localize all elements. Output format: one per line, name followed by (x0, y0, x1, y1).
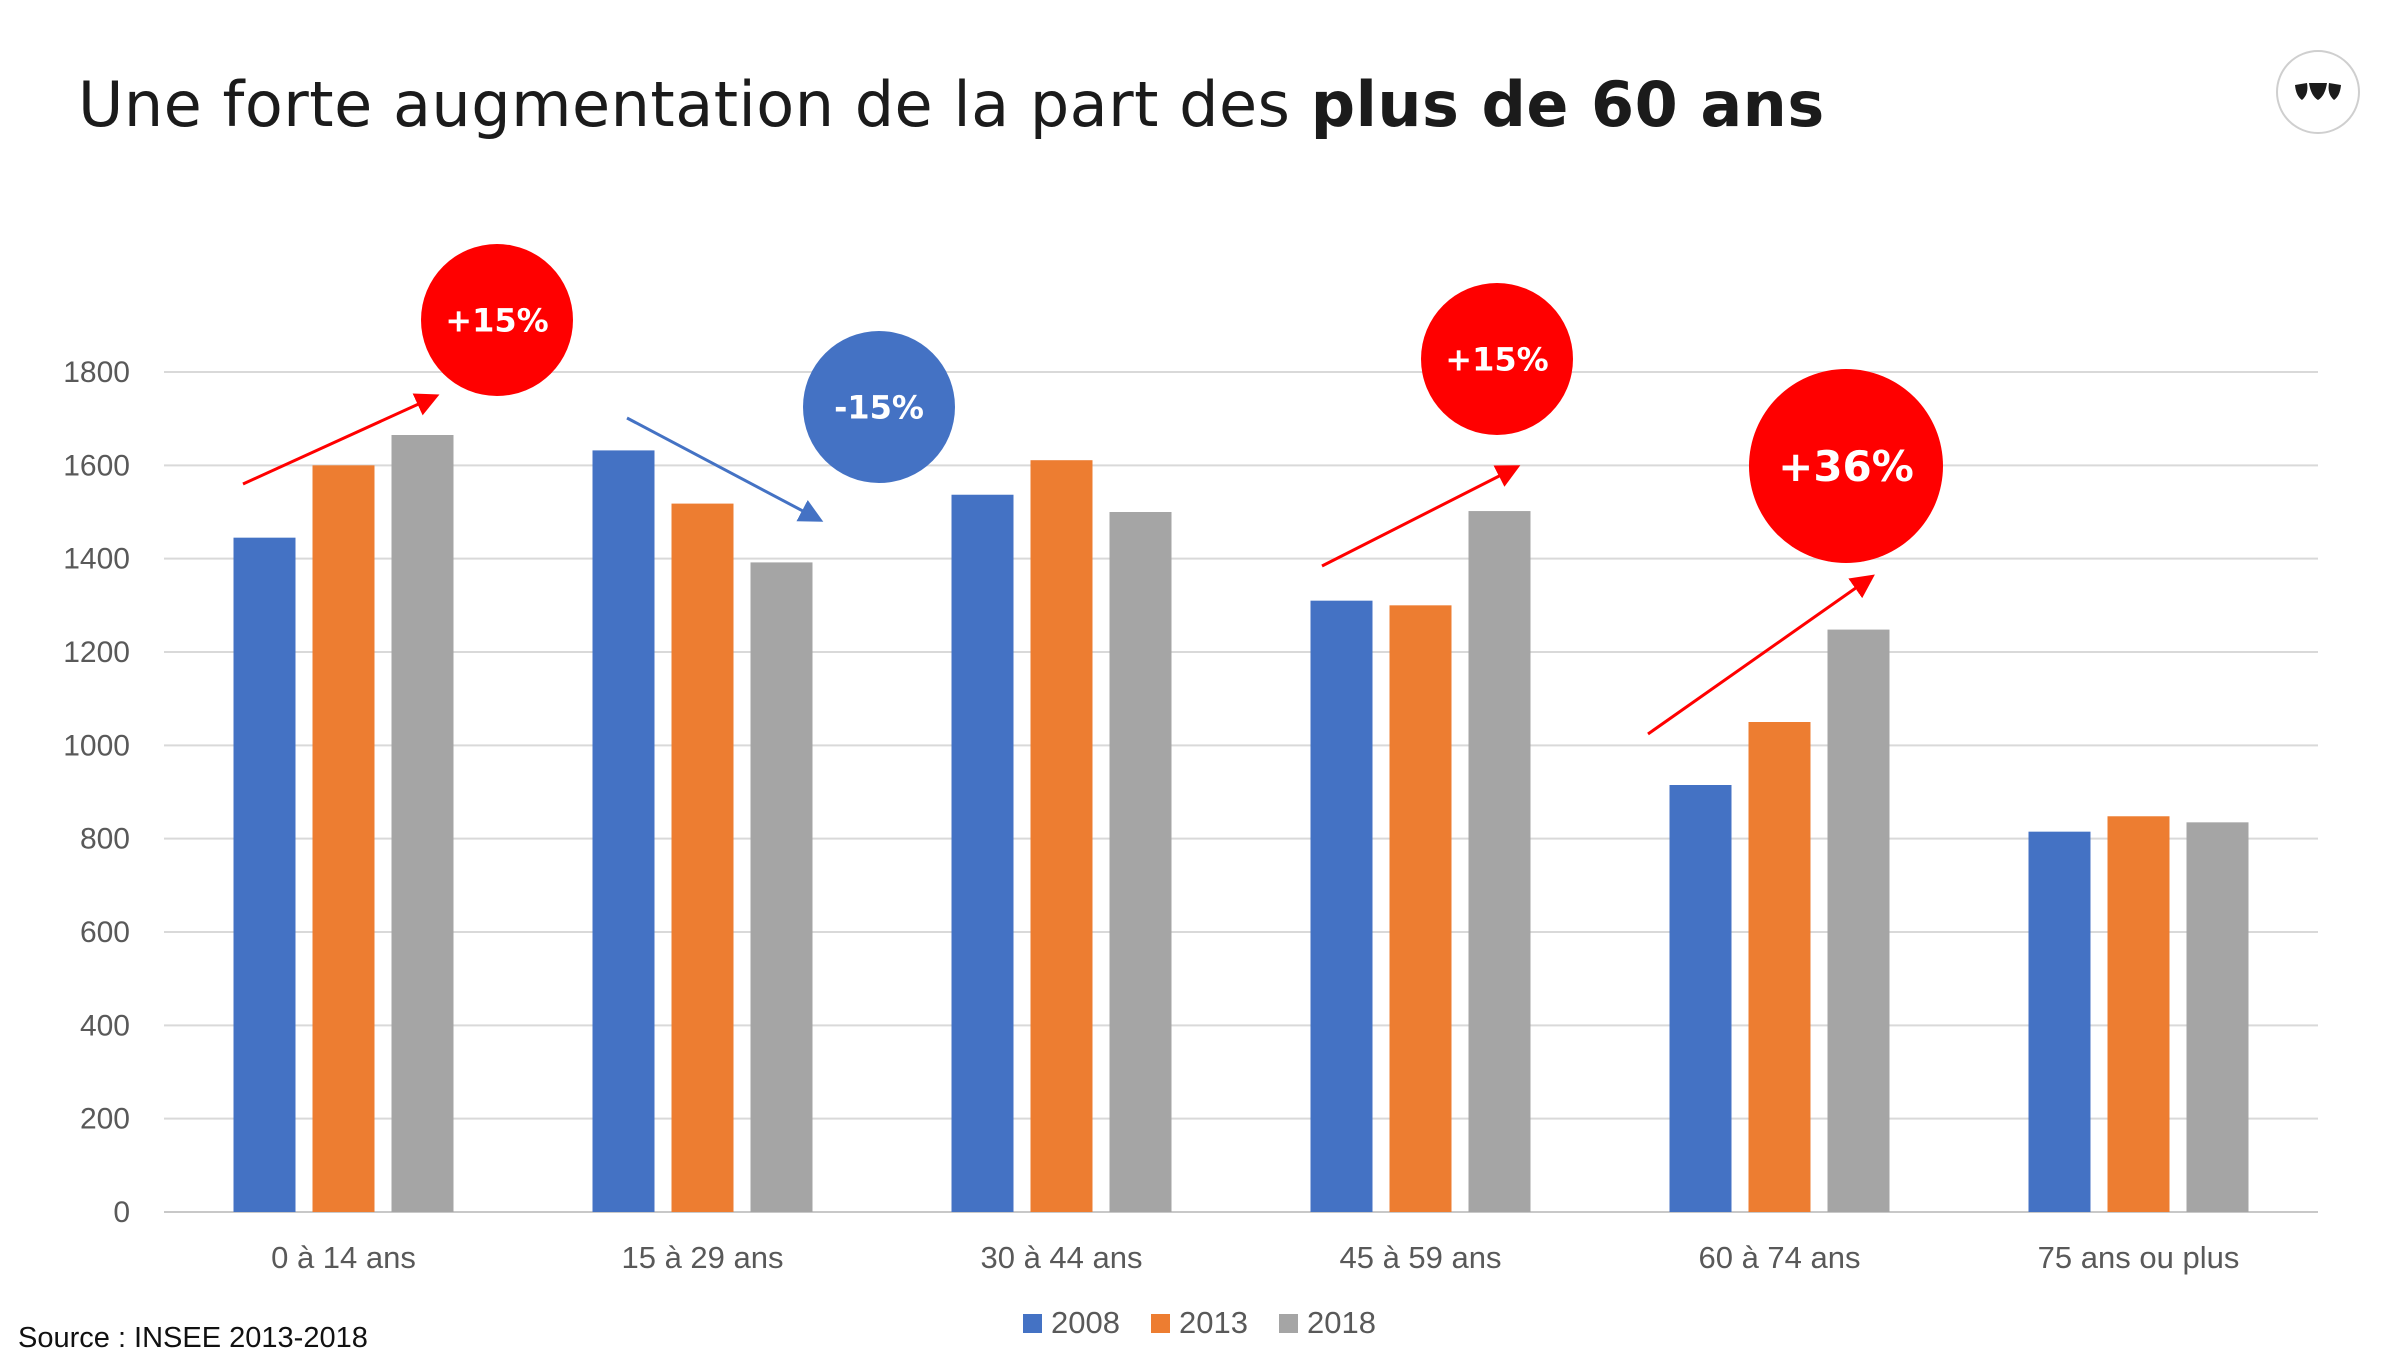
bar-2013-0 (312, 465, 375, 1212)
trend-arrow-3 (1647, 574, 1875, 736)
y-tick-label: 1800 (63, 356, 130, 389)
title-normal: Une forte augmentation de la part des (78, 68, 1311, 141)
y-tick-label: 600 (80, 916, 130, 949)
legend-label-2008: 2008 (1051, 1305, 1120, 1340)
x-tick-label: 0 à 14 ans (271, 1240, 416, 1275)
bar-2018-0 (391, 435, 454, 1212)
annotation-label-0: +15% (445, 302, 548, 340)
y-tick-label: 0 (113, 1196, 130, 1229)
bar-2018-4 (1827, 629, 1890, 1212)
y-tick-label: 400 (80, 1009, 130, 1042)
brand-logo-icon (2295, 83, 2341, 100)
annotation-bubble-1 (803, 331, 955, 483)
annotation-label-2: +15% (1445, 341, 1548, 379)
bars (233, 435, 2249, 1213)
brand-logo (2276, 50, 2360, 134)
bar-2013-2 (1030, 460, 1093, 1212)
annotation-bubble-0 (421, 244, 573, 396)
bar-2013-4 (1748, 722, 1811, 1212)
y-tick-label: 1400 (63, 543, 130, 576)
x-tick-label: 30 à 44 ans (980, 1240, 1142, 1275)
grid-lines (164, 371, 2318, 1213)
x-tick-label: 60 à 74 ans (1698, 1240, 1860, 1275)
annotations: +15% -15% +15% +36% (242, 244, 1943, 736)
y-tick-label: 1600 (63, 449, 130, 482)
bar-2008-1 (592, 450, 655, 1212)
annotation-label-1: -15% (834, 389, 924, 427)
y-tick-label: 800 (80, 823, 130, 856)
trend-arrow-1 (626, 416, 824, 522)
annotation-bubble-2 (1421, 283, 1573, 435)
trend-arrow-0 (242, 393, 440, 486)
x-tick-label: 75 ans ou plus (2038, 1240, 2240, 1275)
legend: 2008 2013 2018 (1023, 1305, 1376, 1340)
legend-swatch-2013 (1151, 1314, 1170, 1333)
bar-2018-2 (1109, 512, 1172, 1212)
y-tick-label: 1200 (63, 636, 130, 669)
y-tick-label: 1000 (63, 729, 130, 762)
x-tick-label: 15 à 29 ans (621, 1240, 783, 1275)
title-bold: plus de 60 ans (1310, 68, 1825, 141)
bar-2008-2 (951, 494, 1014, 1212)
y-tick-label: 200 (80, 1103, 130, 1136)
bar-2013-1 (671, 503, 734, 1213)
legend-label-2018: 2018 (1307, 1305, 1376, 1340)
bar-2013-3 (1389, 605, 1452, 1212)
bar-2008-4 (1669, 785, 1732, 1212)
bar-2008-5 (2028, 831, 2091, 1212)
x-tick-label: 45 à 59 ans (1339, 1240, 1501, 1275)
y-axis-ticks: 0 200 400 600 800 1000 1200 1400 1600 1800 (63, 356, 130, 1229)
x-axis-labels: 0 à 14 ans 15 à 29 ans 30 à 44 ans 45 à 59 … (271, 1240, 2239, 1275)
bar-2008-0 (233, 537, 296, 1212)
legend-label-2013: 2013 (1179, 1305, 1248, 1340)
trend-arrow-2 (1321, 465, 1521, 568)
bar-2018-3 (1468, 511, 1531, 1213)
bar-2013-5 (2107, 816, 2170, 1212)
annotation-label-3: +36% (1778, 442, 1914, 491)
source-note: Source : INSEE 2013-2018 (18, 1322, 368, 1354)
bar-2018-5 (2186, 822, 2249, 1212)
page-title: Une forte augmentation de la part des pl… (78, 68, 1825, 141)
legend-swatch-2008 (1023, 1314, 1042, 1333)
bar-2008-3 (1310, 600, 1373, 1212)
bar-2018-1 (750, 562, 813, 1212)
legend-swatch-2018 (1279, 1314, 1298, 1333)
annotation-bubble-3 (1749, 369, 1943, 563)
